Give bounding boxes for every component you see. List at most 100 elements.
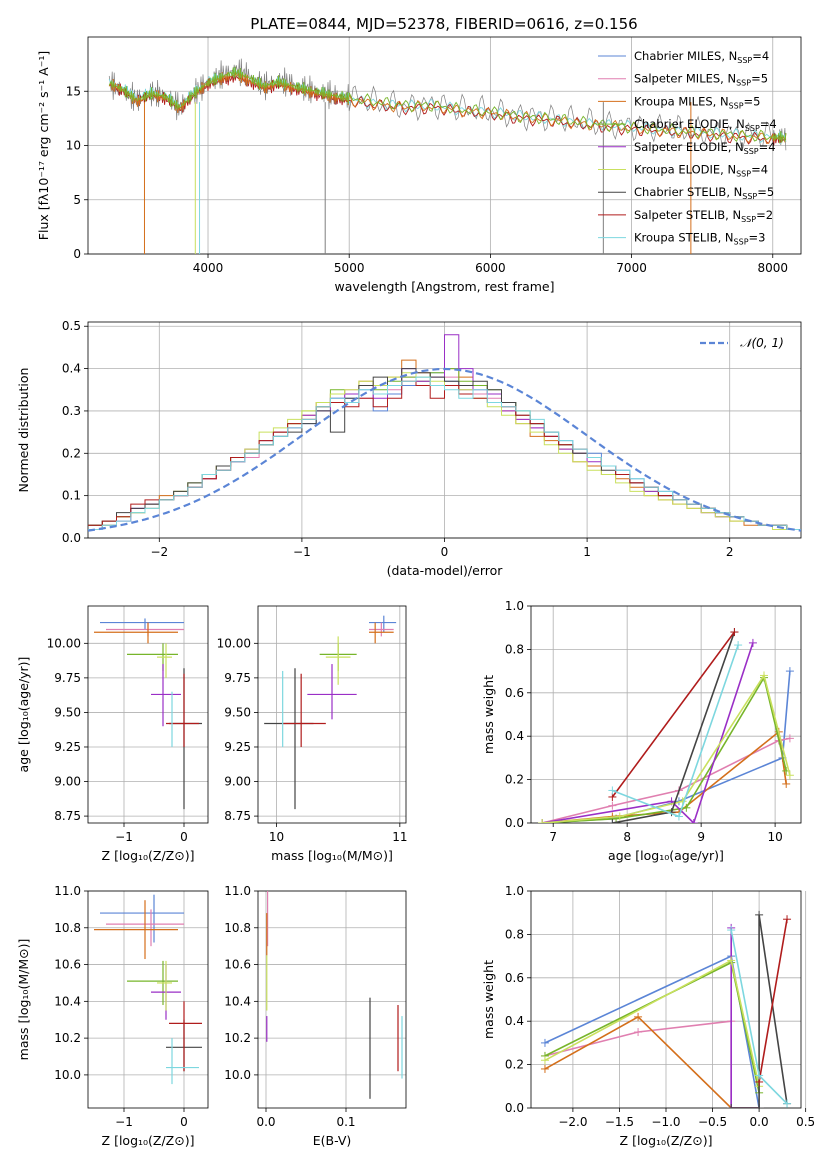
y-tick-label: 0.6 xyxy=(505,686,524,700)
x-tick-label: 6000 xyxy=(475,261,506,275)
series-line xyxy=(544,959,760,1087)
x-axis-label: age [log₁₀(age/yr)] xyxy=(608,848,724,863)
plot-area xyxy=(88,334,801,532)
y-axis-label: mass [log₁₀(M/M⊙)] xyxy=(16,939,31,1061)
series-line xyxy=(730,927,760,1108)
y-tick-label: 10.8 xyxy=(54,921,81,935)
y-tick-label: 8.75 xyxy=(224,809,251,823)
x-tick-label: 8 xyxy=(623,830,631,844)
y-tick-label: 10.4 xyxy=(224,994,251,1008)
y-tick-label: 5 xyxy=(73,193,81,207)
x-tick-label: 0.0 xyxy=(256,1115,275,1129)
y-tick-label: 10.00 xyxy=(47,636,81,650)
y-tick-label: 0.1 xyxy=(62,489,81,503)
y-tick-label: 15 xyxy=(66,84,81,98)
y-tick-label: 0.2 xyxy=(505,1058,524,1072)
x-tick-label: −1 xyxy=(115,830,133,844)
y-tick-label: 11.0 xyxy=(54,884,81,898)
x-tick-label: 8000 xyxy=(757,261,788,275)
y-tick-label: 9.00 xyxy=(54,775,81,789)
plot-area xyxy=(94,618,202,810)
x-tick-label: 0 xyxy=(180,830,188,844)
plot-area xyxy=(264,615,397,810)
y-tick-label: 10.4 xyxy=(54,994,81,1008)
y-tick-label: 0.0 xyxy=(505,816,524,830)
y-axis-label: mass weight xyxy=(481,675,496,754)
y-tick-label: 11.0 xyxy=(224,884,251,898)
x-tick-label: 11 xyxy=(392,830,407,844)
x-tick-label: 1 xyxy=(583,545,591,559)
y-tick-label: 8.75 xyxy=(54,809,81,823)
y-tick-label: 9.25 xyxy=(224,740,251,754)
x-tick-label: 0.1 xyxy=(336,1115,355,1129)
axes-weight_vs_z: −2.0 −1.5 −1.0 −0.5 0.0 0.5 0.0 0.2 0.4 0.6 0.8 1.0… xyxy=(481,884,815,1148)
x-tick-label: 4000 xyxy=(193,261,224,275)
x-tick-label: −0.5 xyxy=(698,1115,727,1129)
plot-area xyxy=(266,891,403,1099)
x-tick-label: 7 xyxy=(549,830,557,844)
series-line xyxy=(544,954,760,1108)
plot-area xyxy=(108,58,787,254)
series-line xyxy=(542,675,787,823)
y-tick-label: 10.2 xyxy=(54,1031,81,1045)
x-axis-label: mass [log₁₀(M/M⊙)] xyxy=(271,848,393,863)
y-tick-label: 0.0 xyxy=(62,531,81,545)
y-tick-label: 10 xyxy=(66,139,81,153)
axes-mass_vs_ebv: 0.0 0.1 10.0 10.2 10.4 10.6 10.8 11.0 E(B-V) xyxy=(224,884,407,1148)
x-tick-label: 0.0 xyxy=(750,1115,769,1129)
y-tick-label: 10.2 xyxy=(224,1031,251,1045)
axes-age_vs_z: −1 0 8.75 9.00 9.25 9.50 9.75 10.00 Z [log₁₀(Z/Z… xyxy=(16,605,209,863)
legend-label: 𝒩(0, 1) xyxy=(740,336,784,350)
grid xyxy=(258,890,406,1108)
y-tick-label: 0.5 xyxy=(62,319,81,333)
x-tick-label: −1.0 xyxy=(651,1115,680,1129)
y-tick-label: 9.00 xyxy=(224,775,251,789)
x-tick-label: 0.5 xyxy=(796,1115,815,1129)
series-line xyxy=(758,919,788,1083)
y-axis-label: age [log₁₀(age/yr)] xyxy=(16,657,31,773)
legend: Chabrier MILES, NSSP=4 Salpeter MILES, NS… xyxy=(598,49,777,247)
x-axis-label: (data-model)/error xyxy=(387,563,504,578)
grid xyxy=(531,605,801,824)
y-tick-label: 9.50 xyxy=(224,705,251,719)
legend-label: Chabrier STELIB, NSSP=5 xyxy=(634,185,774,201)
axes-frame xyxy=(530,890,802,1109)
gaussian-curve xyxy=(88,367,801,532)
axes-frame xyxy=(530,605,802,824)
y-tick-label: 0.0 xyxy=(505,1101,524,1115)
x-axis-label: Z [log₁₀(Z/Z⊙)] xyxy=(620,1133,713,1148)
y-tick-label: 1.0 xyxy=(505,599,524,613)
axes-weight_vs_age: 7 8 9 10 0.0 0.2 0.4 0.6 0.8 1.0 age [log₁₀(age/yr… xyxy=(481,599,802,863)
axes-frame xyxy=(87,605,209,824)
figure-title: PLATE=0844, MJD=52378, FIBERID=0616, z=0… xyxy=(250,15,637,33)
x-tick-label: −1.5 xyxy=(605,1115,634,1129)
x-axis-label: Z [log₁₀(Z/Z⊙)] xyxy=(102,848,195,863)
y-axis-label: mass weight xyxy=(481,960,496,1039)
legend-label: Kroupa MILES, NSSP=5 xyxy=(634,94,760,110)
y-tick-label: 0.2 xyxy=(505,773,524,787)
plot-area xyxy=(540,910,792,1108)
series-line xyxy=(612,631,736,823)
axes-mass_vs_z: −1 0 10.0 10.2 10.4 10.6 10.8 11.0 Z [log₁₀(Z/Z⊙… xyxy=(16,884,209,1148)
y-tick-label: 9.75 xyxy=(224,671,251,685)
axes-frame xyxy=(87,321,802,539)
plot-area xyxy=(94,894,202,1085)
y-tick-label: 1.0 xyxy=(505,884,524,898)
y-axis-label: Flux [fλ10⁻¹⁷ erg cm⁻² s⁻¹ A⁻¹] xyxy=(36,51,51,240)
series-line xyxy=(731,914,788,1108)
y-tick-label: 0.4 xyxy=(505,1014,524,1028)
axes-age_vs_mass: 10 11 8.75 9.00 9.25 9.50 9.75 10.00 mass [log₁₀… xyxy=(217,605,407,863)
x-axis-label: E(B-V) xyxy=(313,1133,352,1148)
legend-label: Salpeter ELODIE, NSSP=4 xyxy=(634,140,776,156)
axes-frame xyxy=(257,890,407,1109)
x-tick-label: 9 xyxy=(697,830,705,844)
x-tick-label: 10 xyxy=(269,830,284,844)
axes-spectrum: 4000 5000 6000 7000 8000 0 5 10 15 wavelength [An… xyxy=(36,36,802,294)
x-tick-label: 2 xyxy=(726,545,734,559)
y-tick-label: 10.6 xyxy=(224,958,251,972)
axes-residuals: −2 −1 0 1 2 0.0 0.1 0.2 0.3 0.4 0.5 (data-model)/er… xyxy=(16,319,802,578)
x-tick-label: 5000 xyxy=(334,261,365,275)
series-line xyxy=(542,730,787,823)
x-tick-label: 10 xyxy=(767,830,782,844)
